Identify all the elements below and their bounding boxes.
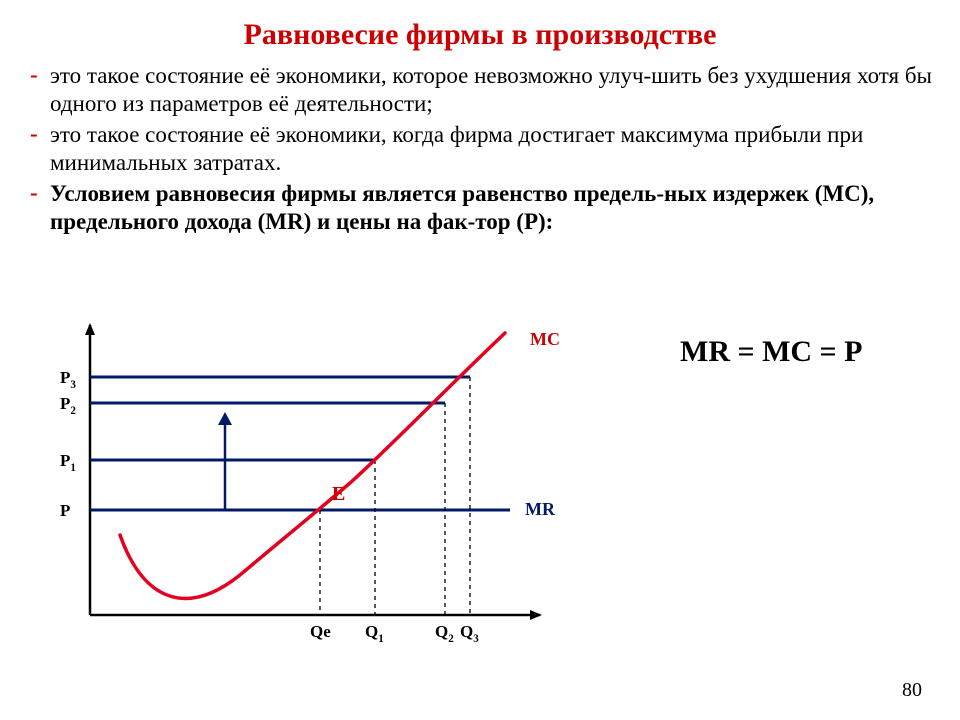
svg-text:MC: MC — [530, 329, 560, 349]
svg-text:Q2: Q2 — [435, 622, 454, 645]
page-number: 80 — [902, 679, 922, 702]
svg-text:Q1: Q1 — [365, 622, 384, 645]
bullet-3-text: Условием равновесия фирмы является равен… — [50, 181, 874, 234]
bullets-list: это такое состояние её экономики, которо… — [28, 62, 932, 236]
chart-svg: P3 P2 P1 P MR Qe Q1 Q2 Q3 MC E — [50, 315, 570, 645]
svg-text:Q3: Q3 — [460, 622, 479, 645]
svg-text:P1: P1 — [60, 451, 76, 474]
bullet-3: Условием равновесия фирмы является равен… — [28, 180, 932, 236]
bullet-1-text: это такое состояние её экономики, которо… — [50, 63, 932, 116]
svg-text:MR: MR — [525, 499, 556, 519]
slide-title: Равновесие фирмы в производстве — [28, 18, 932, 52]
chart-container: P3 P2 P1 P MR Qe Q1 Q2 Q3 MC E — [50, 315, 610, 695]
svg-text:P3: P3 — [60, 368, 76, 391]
svg-text:P: P — [60, 501, 70, 520]
svg-text:P2: P2 — [60, 394, 76, 417]
equilibrium-equation: MR = MC = P — [680, 335, 862, 369]
bullet-1: это такое состояние её экономики, которо… — [28, 62, 932, 118]
svg-text:Qe: Qe — [310, 622, 331, 641]
svg-text:E: E — [332, 483, 345, 505]
bullet-2-text: это такое состояние её экономики, когда … — [50, 122, 863, 175]
bullet-2: это такое состояние её экономики, когда … — [28, 121, 932, 177]
